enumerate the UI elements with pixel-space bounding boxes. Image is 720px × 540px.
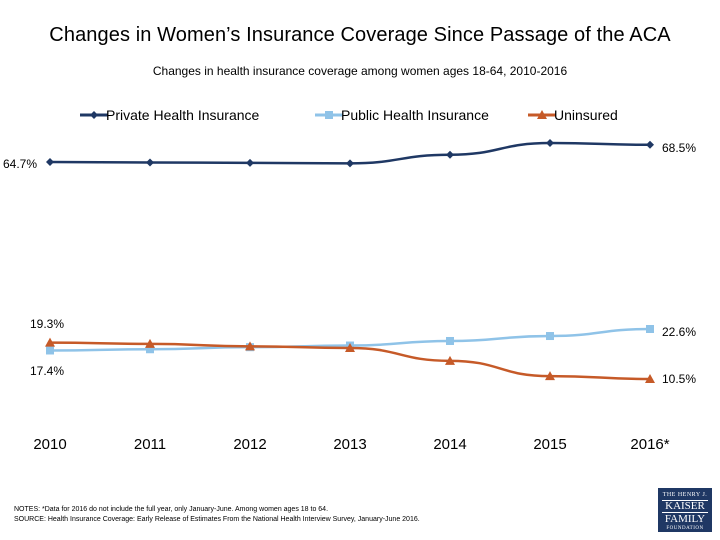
x-tick-label-2: 2012 xyxy=(233,436,266,453)
data-label-last-2: 10.5% xyxy=(662,372,696,386)
data-label-first-2: 19.3% xyxy=(30,317,64,331)
logo-line-4: FOUNDATION xyxy=(666,526,704,531)
legend-label-0: Private Health Insurance xyxy=(106,107,260,123)
data-label-first-0: 64.7% xyxy=(3,157,37,171)
chart-subtitle: Changes in health insurance coverage amo… xyxy=(152,64,568,78)
series-0-point-4 xyxy=(446,150,454,159)
series-0-point-0 xyxy=(46,158,54,166)
series-1-point-1 xyxy=(146,345,154,354)
series-1-point-5 xyxy=(546,332,554,341)
x-tick-label-1: 2011 xyxy=(134,436,166,453)
x-tick-label-3: 2013 xyxy=(333,436,366,453)
legend-label-2: Uninsured xyxy=(554,107,618,123)
series-2-point-0 xyxy=(45,337,55,347)
x-tick-label-4: 2014 xyxy=(433,436,466,453)
legend-marker-0 xyxy=(90,111,98,119)
series-1-point-0 xyxy=(46,346,54,355)
series-0-point-1 xyxy=(146,158,154,167)
series-2-point-2 xyxy=(245,341,255,351)
legend-label-1: Public Health Insurance xyxy=(341,107,489,123)
series-2-point-5 xyxy=(545,371,555,381)
series-0-point-3 xyxy=(346,159,354,168)
series-1-point-4 xyxy=(446,336,454,345)
source-line: SOURCE: Health Insurance Coverage: Early… xyxy=(14,516,420,523)
series-2-point-3 xyxy=(345,343,355,353)
series-0-point-6 xyxy=(646,140,654,149)
logo-line-3: FAMILY xyxy=(664,513,706,525)
series-2-point-1 xyxy=(145,338,155,348)
legend-marker-1 xyxy=(325,111,333,119)
footnotes: NOTES: *Data for 2016 do not include the… xyxy=(14,505,420,525)
series-1-point-6 xyxy=(646,325,654,333)
x-tick-label-0: 2010 xyxy=(33,436,66,453)
series-0-point-5 xyxy=(546,139,554,147)
chart-title: Changes in Women’s Insurance Coverage Si… xyxy=(49,24,671,46)
notes-line: NOTES: *Data for 2016 do not include the… xyxy=(14,506,329,513)
x-tick-label-5: 2015 xyxy=(533,436,566,453)
series-2-point-4 xyxy=(445,355,455,365)
data-label-first-1: 17.4% xyxy=(30,364,64,378)
logo-line-2: KAISER xyxy=(662,500,708,513)
legend-marker-2 xyxy=(537,110,547,119)
logo-line-1: THE HENRY J. xyxy=(662,492,708,498)
data-label-last-1: 22.6% xyxy=(662,325,696,339)
data-label-last-0: 68.5% xyxy=(662,141,696,155)
x-tick-label-6: 2016* xyxy=(630,436,669,453)
series-0-point-2 xyxy=(246,158,254,167)
kff-logo: THE HENRY J. KAISER FAMILY FOUNDATION xyxy=(658,488,712,532)
series-2-point-6 xyxy=(645,374,655,383)
